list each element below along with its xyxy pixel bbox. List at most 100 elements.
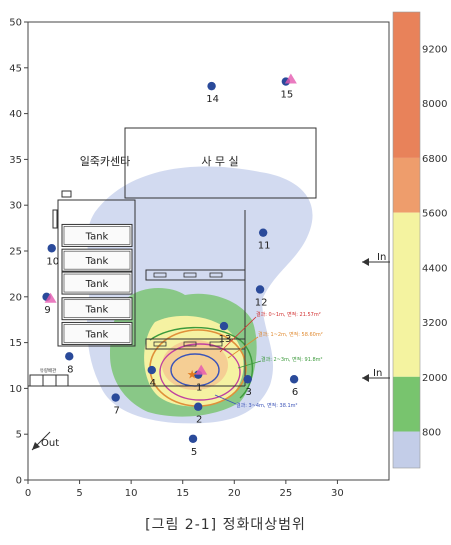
colorbar-label: 9200 — [422, 44, 447, 55]
rack-mark — [183, 272, 197, 278]
arrow-in-upper-label: In — [377, 252, 386, 263]
y-tick-label: 35 — [9, 155, 22, 166]
building-label-car-center: 일죽카센타 — [80, 154, 131, 168]
tank-box — [61, 297, 133, 321]
sampling-point-label: 2 — [196, 415, 202, 426]
sampling-point — [219, 321, 229, 331]
y-tick-label: 20 — [9, 292, 22, 303]
colorbar-band — [393, 376, 420, 432]
tank-label: Tank — [85, 305, 109, 316]
sampling-point-label: 13 — [219, 334, 232, 345]
building-label-office: 사 무 실 — [201, 155, 238, 168]
y-tick-label: 45 — [9, 63, 22, 74]
x-tick-label: 15 — [176, 488, 189, 499]
rack-mark — [209, 341, 223, 347]
sampling-point — [47, 244, 56, 253]
y-tick-label: 50 — [9, 18, 22, 29]
y-tick-label: 30 — [9, 201, 22, 212]
y-tick-label: 0 — [16, 476, 22, 487]
x-tick-label: 0 — [25, 488, 31, 499]
y-tick-label: 15 — [9, 338, 22, 349]
contour-plume — [87, 166, 313, 424]
colorbar-label: 5600 — [422, 209, 447, 220]
sampling-point-label: 7 — [113, 406, 119, 417]
sampling-point-label: 3 — [246, 387, 252, 398]
highlight-marker — [195, 364, 208, 375]
y-axis-ticks: 0 5 10 15 20 25 30 35 40 45 50 — [9, 18, 28, 487]
highlight-marker — [44, 292, 57, 303]
arrow-out-label: Out — [41, 438, 59, 449]
tank-label: Tank — [85, 231, 109, 242]
colorbar-bands — [393, 12, 420, 468]
axes: 0 5 10 15 20 25 30 0 5 10 15 20 25 30 35 40 45 50 — [9, 18, 390, 499]
tank-label: Tank — [85, 329, 109, 340]
annotation-3: 결과: 2~3m, 면적: 91.8m² — [261, 356, 323, 363]
x-tick-label: 10 — [125, 488, 138, 499]
annotation-1: 결과: 0~1m, 면적: 21.57m² — [256, 311, 321, 318]
colorbar-band — [393, 212, 420, 377]
sampling-point-label: 14 — [206, 94, 219, 105]
rack-mark — [209, 272, 223, 278]
colorbar-band — [393, 157, 420, 213]
left-equipment-label: 유량배관 — [40, 367, 57, 374]
sampling-point-label: 1 — [196, 383, 202, 394]
rack-mark — [153, 341, 167, 347]
sampling-point — [207, 81, 216, 91]
sampling-point-label: 5 — [191, 447, 197, 458]
x-tick-label: 20 — [228, 488, 241, 499]
site-features: 일죽카센타 사 무 실 Tank Tank Tank Tank Tank 유량배관 — [28, 127, 317, 387]
sampling-point — [65, 352, 74, 361]
arrow-in-lower-label: In — [373, 368, 382, 379]
sampling-point — [289, 375, 299, 384]
sampling-point-label: 10 — [46, 256, 59, 267]
sampling-point — [147, 365, 156, 375]
colorbar-label: 800 — [422, 428, 441, 439]
colorbar-labels: 9200 8000 6800 5600 4400 3200 2000 800 — [422, 44, 447, 438]
sampling-point-label: 8 — [67, 364, 73, 375]
y-tick-label: 10 — [9, 384, 22, 395]
colorbar-band — [393, 431, 420, 468]
tank-label: Tank — [85, 279, 109, 290]
tank-box — [61, 271, 133, 295]
x-tick-label: 25 — [279, 488, 292, 499]
x-axis-ticks: 0 5 10 15 20 25 30 — [25, 480, 344, 499]
small-pillar — [52, 209, 58, 229]
sampling-point — [243, 375, 252, 384]
tank-box — [61, 321, 133, 345]
y-tick-label: 25 — [9, 247, 22, 258]
tank-box — [61, 248, 133, 272]
star-marker: ★ — [187, 368, 198, 382]
tank-box — [61, 223, 133, 247]
annotation-2: 결과: 1~2m, 면적: 58.60m² — [258, 331, 323, 338]
colorbar-label: 2000 — [422, 373, 447, 384]
sampling-point-label: 11 — [258, 241, 271, 252]
colorbar: 9200 8000 6800 5600 4400 3200 2000 800 — [392, 11, 447, 469]
sampling-point — [258, 228, 268, 237]
colorbar-label: 3200 — [422, 318, 447, 329]
y-tick-label: 40 — [9, 109, 22, 120]
highlight-marker — [284, 73, 297, 84]
sampling-point-label: 4 — [150, 378, 156, 389]
figure-caption: [그림 2-1] 정화대상범위 — [145, 517, 306, 533]
rack-mark — [183, 341, 197, 347]
colorbar-band — [393, 12, 420, 158]
x-tick-label: 30 — [331, 488, 344, 499]
colorbar-label: 8000 — [422, 99, 447, 110]
pipe-rack-1 — [145, 269, 246, 281]
pipe-rack-2 — [145, 338, 246, 350]
sampling-point — [255, 285, 265, 294]
small-box — [61, 190, 72, 198]
sampling-point — [111, 393, 120, 402]
flow-arrows: In In Out — [31, 252, 390, 451]
x-tick-label: 5 — [76, 488, 82, 499]
building-office — [124, 127, 317, 199]
sampling-point — [188, 434, 198, 443]
tank-column: Tank Tank Tank Tank Tank — [57, 199, 136, 347]
sampling-point-label: 12 — [255, 297, 268, 308]
contour-annotations: 결과: 0~1m, 면적: 21.57m² 결과: 1~2m, 면적: 58.6… — [214, 311, 323, 409]
sampling-point-label: 9 — [44, 305, 50, 316]
sampling-point-label: 15 — [280, 90, 293, 101]
tank-label: Tank — [85, 256, 109, 267]
